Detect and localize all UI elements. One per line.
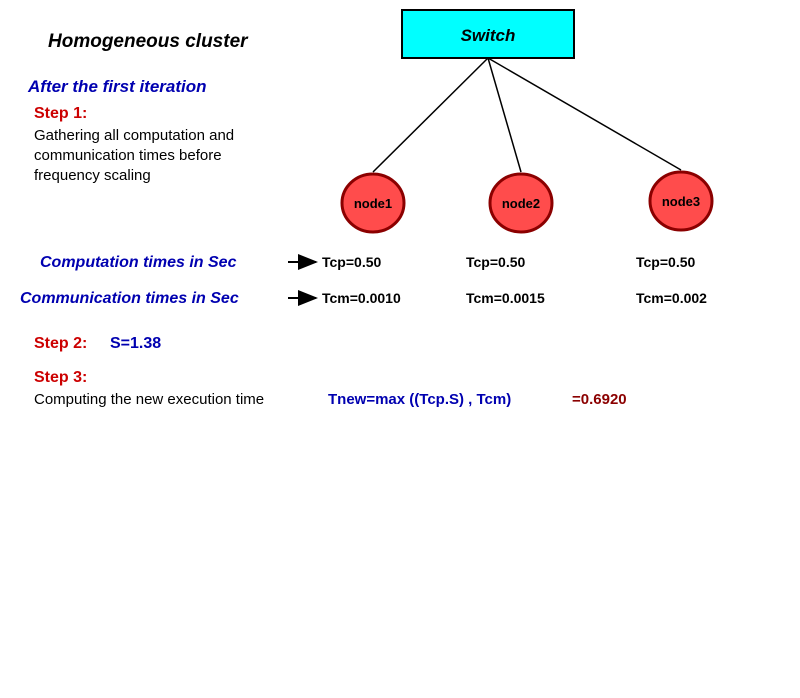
nodes: node1 node2 node3	[342, 172, 712, 232]
switch-label: Switch	[461, 26, 516, 45]
communication-label: Communication times in Sec	[20, 290, 239, 307]
arrows	[288, 262, 316, 298]
step1-line1: Gathering all computation and	[34, 127, 234, 144]
tcp-value: Tcp=0.50	[466, 254, 525, 270]
step2-value: S=1.38	[110, 335, 161, 352]
node-label: node1	[354, 196, 392, 211]
step3-result: =0.6920	[572, 391, 627, 408]
values: Tcp=0.50 Tcm=0.0010 Tcp=0.50 Tcm=0.0015 Tcp=…	[322, 254, 707, 306]
step1-line2: communication times before	[34, 147, 222, 164]
step3-formula: Tnew=max ((Tcp.S) , Tcm)	[328, 391, 511, 408]
page-title: Homogeneous cluster	[48, 31, 249, 52]
node-label: node3	[662, 194, 700, 209]
tcm-value: Tcm=0.0015	[466, 290, 545, 306]
edge	[488, 58, 681, 170]
tcp-value: Tcp=0.50	[322, 254, 381, 270]
edge	[373, 58, 488, 172]
tcp-value: Tcp=0.50	[636, 254, 695, 270]
node-label: node2	[502, 196, 540, 211]
tcm-value: Tcm=0.0010	[322, 290, 401, 306]
tcm-value: Tcm=0.002	[636, 290, 707, 306]
step1-line3: frequency scaling	[34, 167, 151, 184]
step3-label: Step 3:	[34, 369, 87, 386]
step1-label: Step 1:	[34, 105, 87, 122]
edges	[373, 58, 681, 172]
subtitle: After the first iteration	[27, 77, 207, 96]
step2-label: Step 2:	[34, 335, 87, 352]
step3-line: Computing the new execution time	[34, 391, 264, 408]
computation-label: Computation times in Sec	[40, 254, 237, 271]
